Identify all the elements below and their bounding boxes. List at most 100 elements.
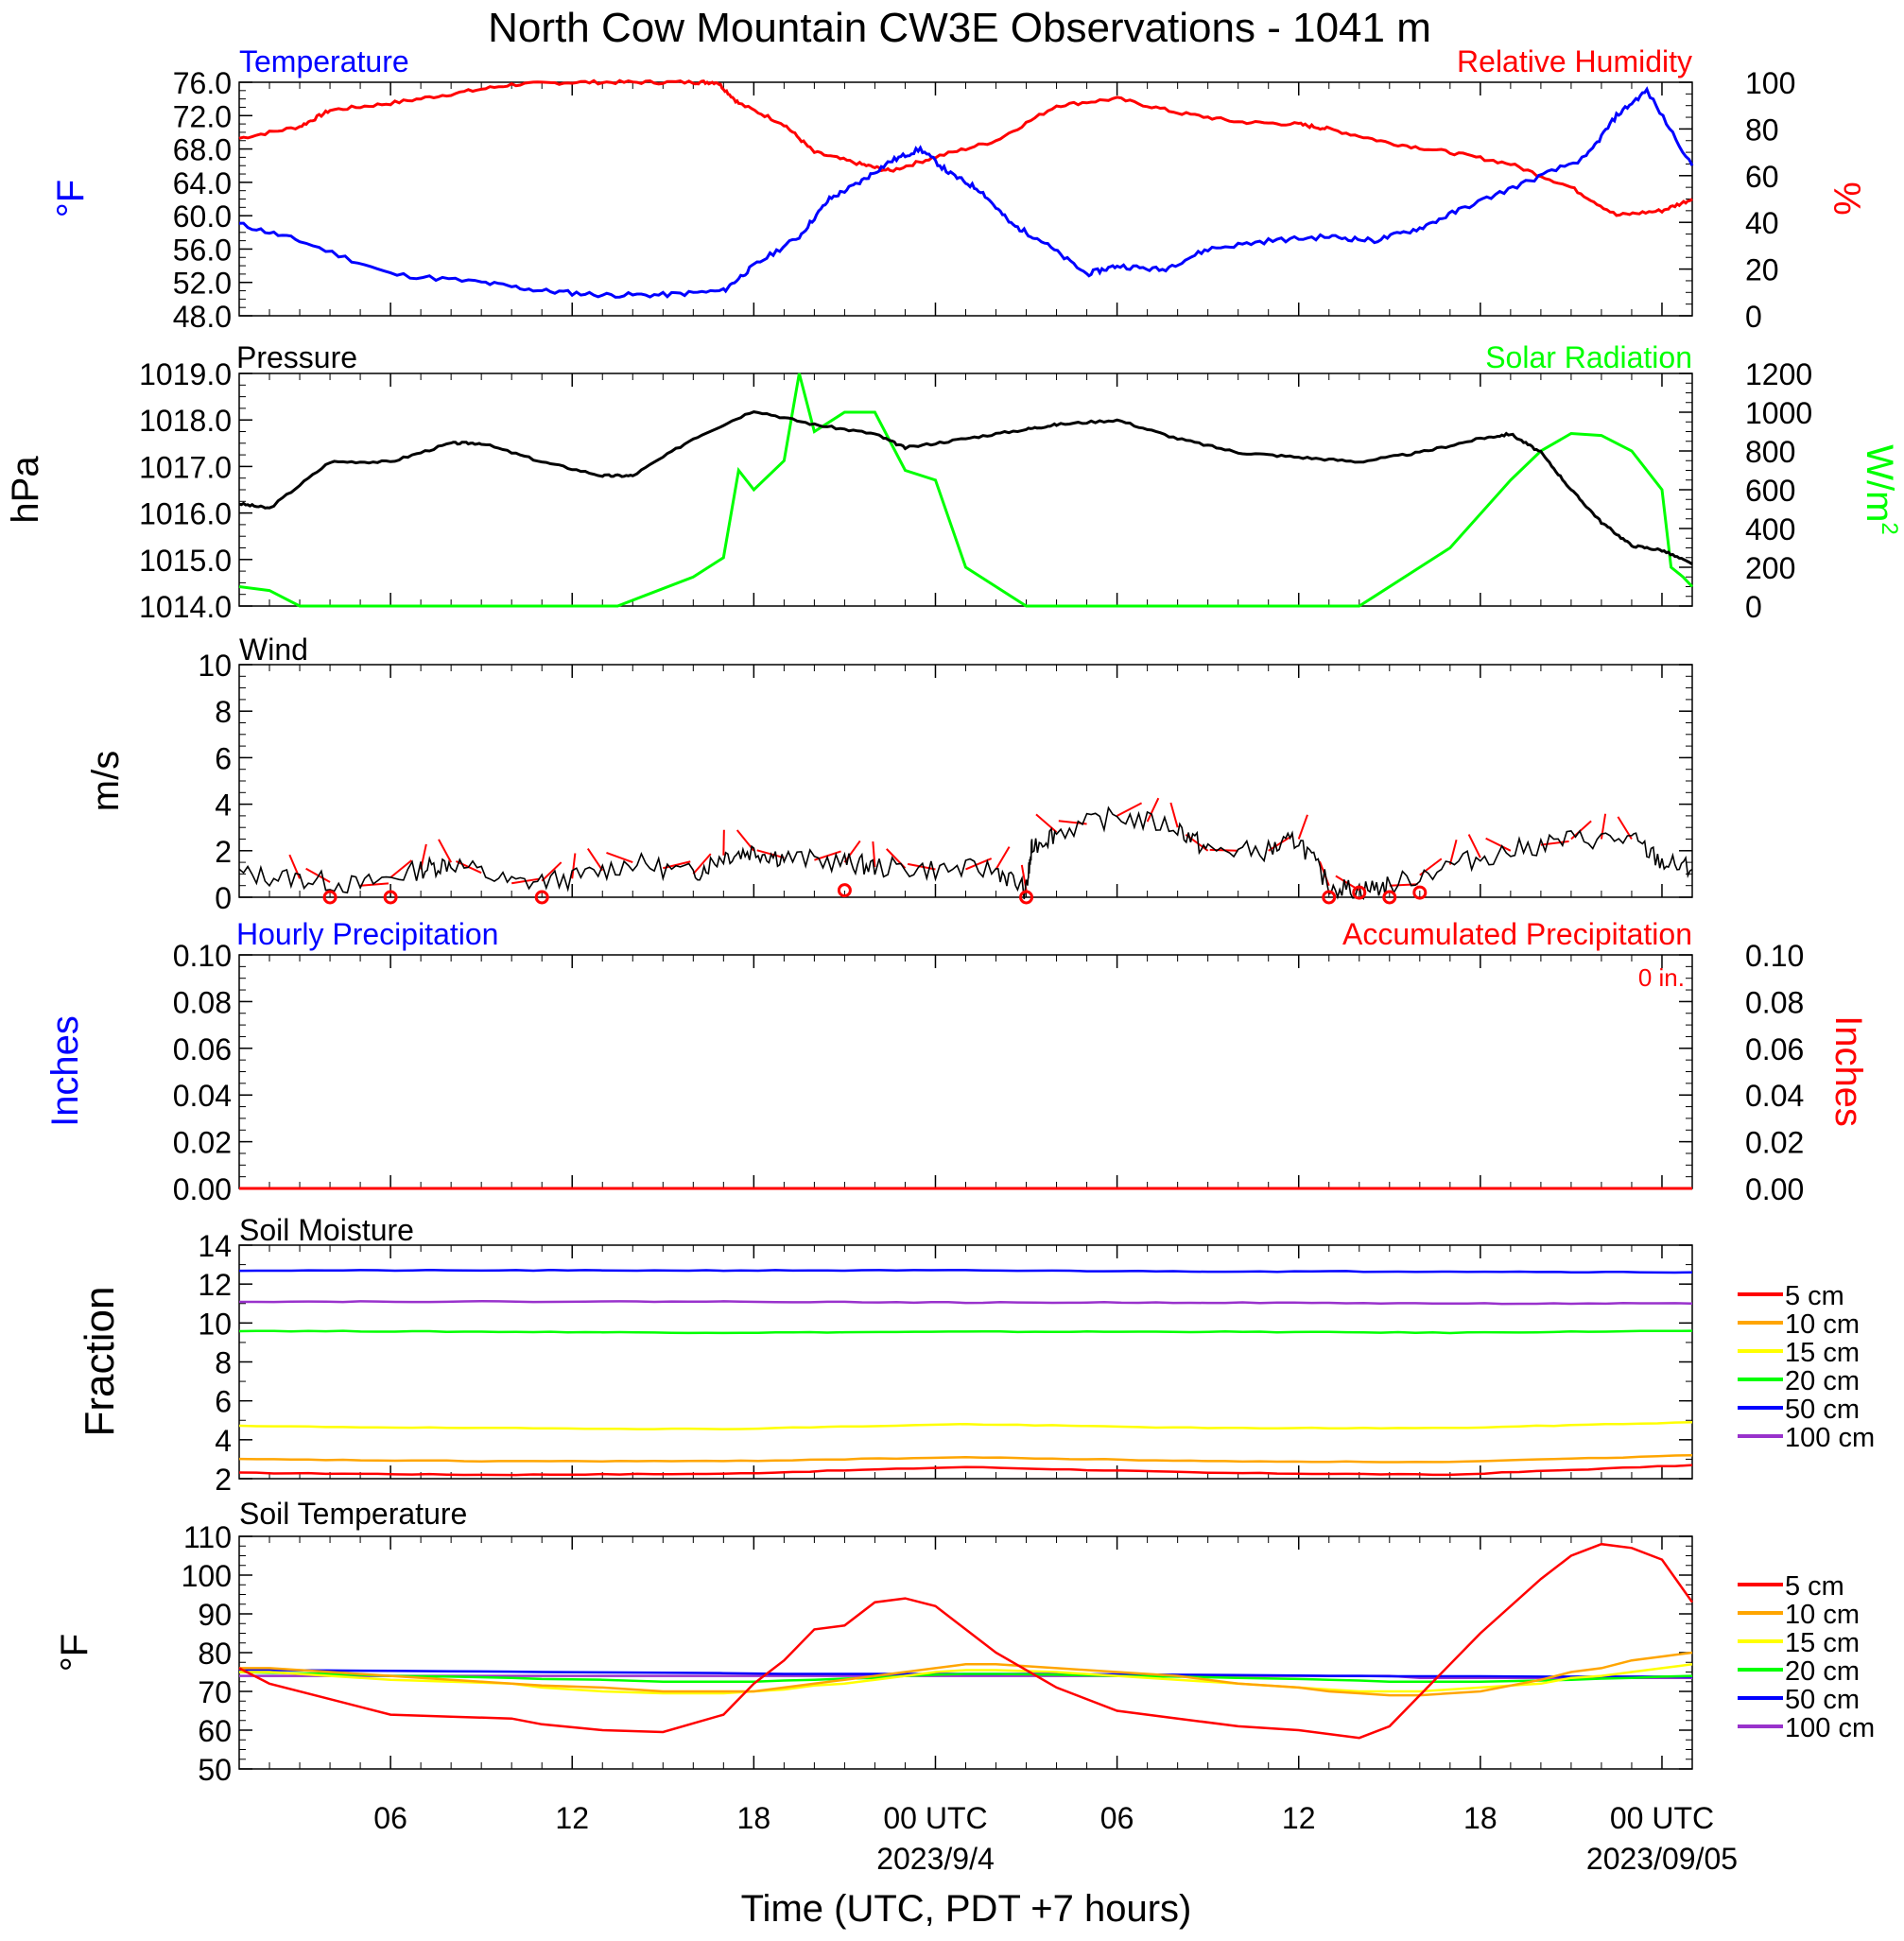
wind-barb: [1116, 802, 1143, 817]
calm-marker: [534, 890, 549, 905]
pressure-solar-panel: Pressure Solar Radiation hPa W/m2 1019.0…: [5, 340, 1902, 624]
y-tick-label: 60: [1745, 160, 1779, 194]
y-tick-label: 4: [215, 1424, 232, 1458]
precip-right-ticks: 0.10 0.08 0.06 0.04 0.02 0.00: [1679, 939, 1804, 1206]
pressure-unit: hPa: [5, 456, 46, 524]
y-tick-label: 2: [215, 1463, 232, 1497]
soil-moisture-unit: Fraction: [77, 1287, 123, 1437]
wind-barb: [360, 882, 389, 887]
y-tick-label: 72.0: [173, 99, 232, 133]
precip-x-ticks: [238, 955, 1693, 1188]
calm-marker: [383, 890, 398, 905]
soil-moisture-y-ticks: 14 12 10 8 6 4 2: [198, 1229, 1692, 1497]
wind-barb: [1035, 813, 1058, 833]
soil-moisture-line: [238, 1269, 1693, 1274]
y-tick-label: 1015.0: [139, 544, 232, 578]
y-tick-label: 6: [215, 1385, 232, 1419]
soil-temp-line: [239, 1651, 1693, 1697]
accum-precip-unit: Inches: [1827, 1015, 1869, 1127]
temp-y-ticks: 76.072.068.064.060.056.052.048.0: [173, 66, 252, 334]
x-tick-label: 12: [555, 1801, 589, 1835]
soil-temp-line: [239, 1674, 1692, 1679]
wind-barb: [872, 841, 876, 868]
y-tick-label: 60.0: [173, 199, 232, 234]
humidity-unit: %: [1826, 182, 1867, 216]
wind-panel: Wind m/s 10 8 6 4 2 0: [85, 633, 1693, 915]
wind-barb: [663, 860, 691, 870]
pressure-y-ticks: 1019.0 1018.0 1017.0 1016.0 1015.0 1014.0: [139, 357, 252, 624]
y-tick-label: 10: [198, 1307, 232, 1341]
y-tick-label: 2: [215, 835, 232, 869]
wind-barb: [541, 861, 563, 882]
soil-moisture-line: [238, 1454, 1693, 1464]
temperature-series: [238, 86, 1694, 299]
x-tick-label: 06: [373, 1801, 407, 1835]
y-tick-label: 0: [1745, 300, 1762, 334]
x-tick-label: 00 UTC: [883, 1801, 987, 1835]
wind-barb: [995, 846, 1011, 870]
y-tick-label: 800: [1745, 435, 1795, 469]
legend-label: 100 cm: [1785, 1423, 1875, 1453]
y-tick-label: 50: [198, 1753, 232, 1787]
humidity-series: [238, 78, 1693, 217]
y-tick-label: 0.10: [1745, 939, 1804, 973]
y-tick-label: 0.06: [173, 1032, 232, 1066]
y-tick-label: 100: [182, 1559, 232, 1593]
x-date-label: 2023/9/4: [876, 1842, 995, 1876]
wind-barb: [586, 848, 604, 872]
soil-temp-title: Soil Temperature: [239, 1497, 467, 1531]
y-tick-label: 1016.0: [139, 497, 232, 531]
soil-moisture-line: [238, 1464, 1693, 1477]
y-tick-label: 48.0: [173, 300, 232, 334]
y-tick-label: 76.0: [173, 66, 232, 100]
legend-label: 100 cm: [1785, 1713, 1875, 1743]
temp-rh-x-ticks: [238, 82, 1693, 316]
y-tick-label: 40: [1745, 206, 1779, 240]
soil-temp-y-ticks: 110 100 90 80 70 60 50: [182, 1520, 1692, 1787]
solar-y-ticks: 1200 1000 800 600 400 200 0: [1679, 357, 1812, 624]
x-tick-label: 18: [737, 1801, 771, 1835]
y-tick-label: 14: [198, 1229, 232, 1263]
legend-label: 5 cm: [1785, 1281, 1844, 1311]
wind-barb: [1485, 837, 1512, 852]
x-date-labels: 2023/9/4 2023/09/05: [876, 1842, 1738, 1876]
wind-y-ticks: 10 8 6 4 2 0: [198, 649, 1692, 915]
y-tick-label: 0.02: [1745, 1126, 1804, 1160]
temperature-title: Temperature: [239, 44, 409, 78]
legend-label: 50 cm: [1785, 1395, 1860, 1425]
calm-marker: [1019, 890, 1034, 905]
y-tick-label: 20: [1745, 253, 1779, 287]
y-tick-label: 0.04: [1745, 1079, 1804, 1113]
y-tick-label: 80: [1745, 113, 1779, 147]
y-tick-label: 0: [1745, 590, 1762, 624]
wind-barb: [722, 829, 725, 856]
x-axis-label: Time (UTC, PDT +7 hours): [741, 1888, 1192, 1930]
solar-unit-sup: 2: [1877, 522, 1902, 534]
calm-marker: [1322, 890, 1337, 905]
wind-title: Wind: [239, 633, 308, 667]
y-tick-label: 1000: [1745, 396, 1812, 430]
y-tick-label: 6: [215, 741, 232, 775]
wind-barb: [907, 862, 936, 871]
pressure-title: Pressure: [236, 340, 357, 374]
y-tick-label: 1019.0: [139, 357, 232, 391]
legend-label: 10 cm: [1785, 1309, 1860, 1340]
calm-marker: [322, 890, 338, 905]
wind-barb: [1600, 813, 1607, 840]
wind-x-ticks: [238, 665, 1693, 897]
y-tick-label: 1014.0: [139, 590, 232, 624]
soil-temp-line: [238, 1671, 1693, 1684]
y-tick-label: 8: [215, 695, 232, 729]
y-tick-label: 4: [215, 789, 232, 823]
wind-barb: [1268, 835, 1292, 852]
hourly-precip-title: Hourly Precipitation: [236, 917, 498, 951]
calm-marker: [1412, 885, 1428, 900]
x-tick-label: 00 UTC: [1610, 1801, 1714, 1835]
accum-precip-title: Accumulated Precipitation: [1342, 917, 1692, 951]
y-tick-label: 0.06: [1745, 1032, 1804, 1066]
hourly-precip-unit: Inches: [44, 1015, 86, 1127]
calm-marker: [1382, 890, 1397, 905]
